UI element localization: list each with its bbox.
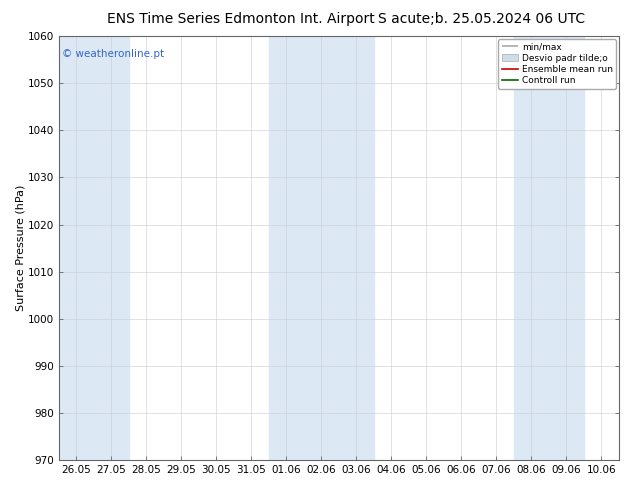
Text: S acute;b. 25.05.2024 06 UTC: S acute;b. 25.05.2024 06 UTC	[378, 12, 585, 26]
Bar	[549, 36, 584, 460]
Text: © weatheronline.pt: © weatheronline.pt	[61, 49, 164, 59]
Bar	[339, 36, 374, 460]
Bar	[94, 36, 129, 460]
Bar	[59, 36, 94, 460]
Text: ENS Time Series Edmonton Int. Airport: ENS Time Series Edmonton Int. Airport	[107, 12, 375, 26]
Legend: min/max, Desvio padr tilde;o, Ensemble mean run, Controll run: min/max, Desvio padr tilde;o, Ensemble m…	[498, 39, 616, 89]
Y-axis label: Surface Pressure (hPa): Surface Pressure (hPa)	[15, 185, 25, 311]
Bar	[304, 36, 339, 460]
Bar	[269, 36, 304, 460]
Bar	[514, 36, 549, 460]
